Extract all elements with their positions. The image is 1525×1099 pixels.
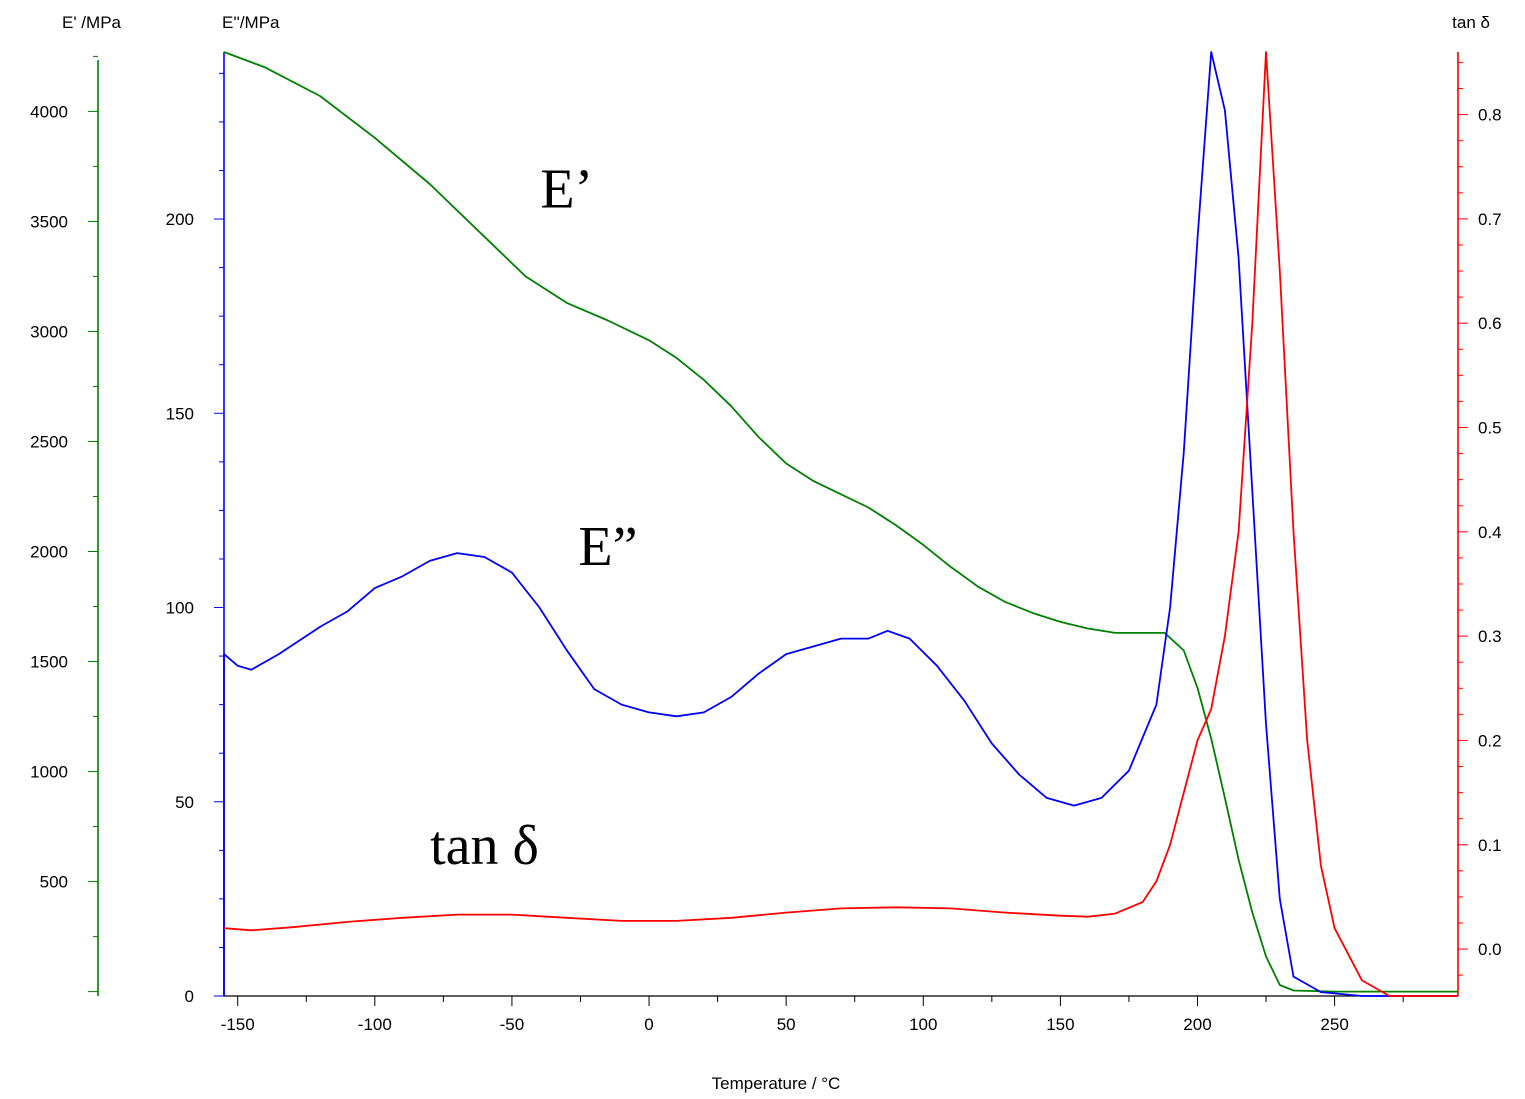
tan-tick-label: 0.7 (1478, 210, 1502, 229)
x-tick-label: 100 (909, 1015, 937, 1034)
x-tick-label: 250 (1320, 1015, 1348, 1034)
e1-tick-label: 1000 (30, 763, 68, 782)
x-tick-label: 0 (644, 1015, 653, 1034)
e1-tick-label: 3000 (30, 322, 68, 341)
e2-tick-label: 0 (185, 987, 194, 1006)
curve-annotation-3: tan δ (430, 815, 539, 877)
tan-tick-label: 0.4 (1478, 523, 1502, 542)
e2-tick-label: 150 (166, 404, 194, 423)
tan-tick-label: 0.5 (1478, 419, 1502, 438)
tan-axis-title: tan δ (1452, 13, 1490, 32)
x-axis-title: Temperature / °C (712, 1074, 841, 1093)
e1-tick-label: 2500 (30, 432, 68, 451)
tan-tick-label: 0.8 (1478, 106, 1502, 125)
e1-tick-label: 1500 (30, 653, 68, 672)
series-layer (223, 51, 1458, 997)
curve-annotation-2: E” (578, 516, 637, 578)
e2-tick-label: 50 (175, 793, 194, 812)
x-tick-label: 150 (1046, 1015, 1074, 1034)
e2-tick-label: 100 (166, 599, 194, 618)
x-tick-label: -100 (358, 1015, 392, 1034)
e1-tick-label: 4000 (30, 102, 68, 121)
tan-tick-label: 0.0 (1478, 940, 1502, 959)
tan-tick-label: 0.6 (1478, 314, 1502, 333)
e2-tick-label: 200 (166, 210, 194, 229)
tan-tick-label: 0.1 (1478, 836, 1502, 855)
x-tick-label: -150 (221, 1015, 255, 1034)
x-tick-label: 50 (777, 1015, 796, 1034)
loss-modulus-series-line (223, 51, 1458, 997)
curve-annotation-1: E’ (540, 158, 593, 220)
axes-layer: -150 -100 -50 0 50 100 150 200 250 Temperature / … (30, 13, 1501, 1093)
e1-tick-label: 3500 (30, 212, 68, 231)
storage-modulus-series-line (223, 51, 1458, 993)
e1-axis-title: E' /MPa (62, 13, 122, 32)
x-tick-label: 200 (1183, 1015, 1211, 1034)
e1-tick-label: 2000 (30, 543, 68, 562)
e1-tick-label: 500 (40, 873, 68, 892)
annotation-layer: E’ E” tan δ (430, 158, 637, 877)
tan-tick-label: 0.3 (1478, 627, 1502, 646)
x-tick-label: -50 (500, 1015, 525, 1034)
tan-tick-label: 0.2 (1478, 731, 1502, 750)
tan-delta-series-line (223, 51, 1458, 997)
e2-axis-title: E''/MPa (222, 13, 280, 32)
